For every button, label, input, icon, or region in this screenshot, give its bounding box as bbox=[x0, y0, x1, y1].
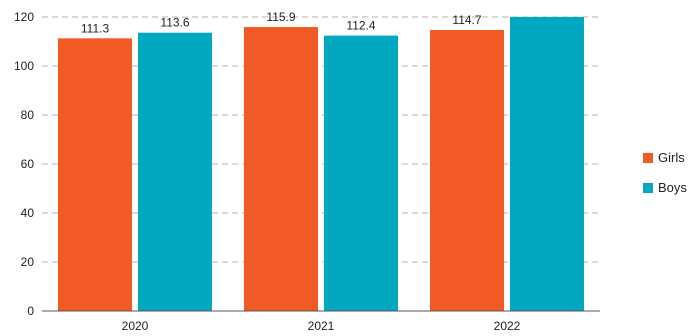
bars bbox=[58, 17, 584, 312]
legend: Girls Boys bbox=[643, 150, 687, 195]
data-label: 114.7 bbox=[452, 13, 481, 27]
data-label: 112.4 bbox=[346, 19, 375, 33]
y-tick-label: 20 bbox=[21, 255, 35, 269]
legend-label-girls: Girls bbox=[658, 150, 685, 165]
y-tick-label: 80 bbox=[21, 108, 35, 122]
bar-girls-2020 bbox=[58, 38, 132, 311]
y-tick-label: 0 bbox=[27, 304, 34, 318]
data-labels: 111.3 113.6 115.9 112.4 114.7 bbox=[81, 10, 482, 35]
legend-label-boys: Boys bbox=[658, 180, 687, 195]
y-tick-label: 60 bbox=[21, 157, 35, 171]
y-tick-label: 40 bbox=[21, 206, 35, 220]
x-tick-label: 2022 bbox=[494, 319, 521, 333]
bar-boys-2021 bbox=[324, 35, 398, 312]
y-tick-label: 100 bbox=[14, 59, 34, 73]
bar-boys-2022 bbox=[510, 17, 584, 311]
y-axis-ticks: 0 20 40 60 80 100 120 bbox=[14, 10, 34, 318]
gridlines bbox=[42, 16, 600, 263]
legend-swatch-girls bbox=[643, 153, 653, 163]
data-label: 115.9 bbox=[266, 10, 295, 24]
bar-boys-2020 bbox=[138, 32, 212, 312]
data-label: 111.3 bbox=[81, 21, 110, 35]
legend-swatch-boys bbox=[643, 183, 653, 193]
data-label: 113.6 bbox=[160, 16, 189, 30]
x-tick-label: 2020 bbox=[122, 319, 149, 333]
bar-girls-2022 bbox=[430, 29, 504, 312]
x-axis-ticks: 2020 2021 2022 bbox=[122, 319, 521, 333]
y-tick-label: 120 bbox=[14, 10, 34, 24]
x-tick-label: 2021 bbox=[308, 319, 335, 333]
bar-girls-2021 bbox=[244, 27, 318, 311]
